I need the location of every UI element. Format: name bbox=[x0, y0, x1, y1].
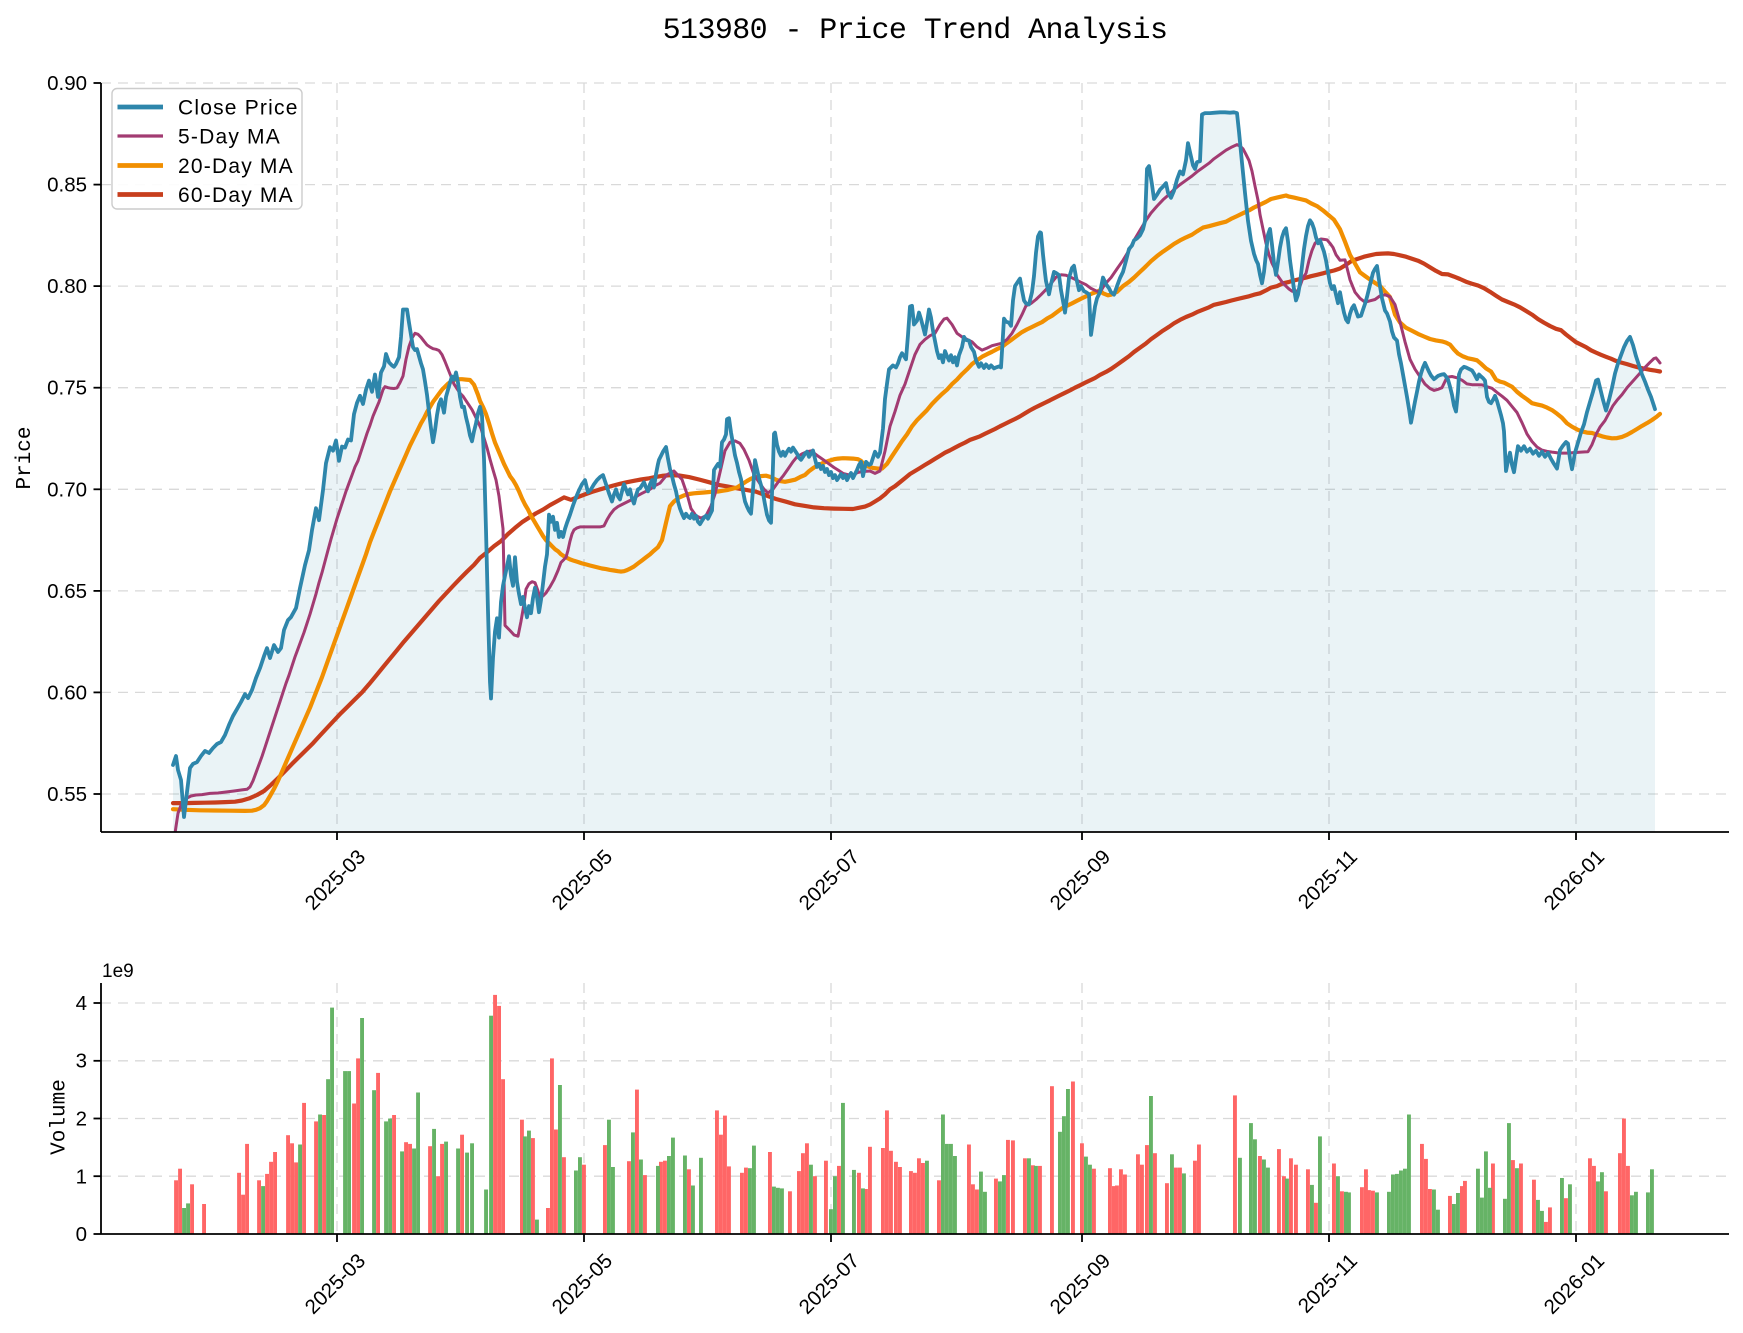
svg-text:0.55: 0.55 bbox=[47, 783, 87, 806]
svg-text:5-Day MA: 5-Day MA bbox=[178, 126, 281, 149]
svg-text:0.70: 0.70 bbox=[47, 478, 87, 501]
svg-text:1e9: 1e9 bbox=[102, 961, 134, 982]
svg-text:2: 2 bbox=[76, 1108, 87, 1131]
svg-text:0: 0 bbox=[76, 1223, 87, 1246]
svg-text:0.65: 0.65 bbox=[47, 580, 87, 603]
svg-text:4: 4 bbox=[76, 992, 87, 1015]
svg-text:Close Price: Close Price bbox=[178, 97, 299, 120]
svg-text:513980 - Price Trend Analysis: 513980 - Price Trend Analysis bbox=[663, 14, 1168, 48]
svg-text:20-Day MA: 20-Day MA bbox=[178, 155, 294, 178]
svg-text:0.80: 0.80 bbox=[47, 275, 87, 298]
svg-text:1: 1 bbox=[76, 1165, 87, 1188]
svg-text:0.60: 0.60 bbox=[47, 681, 87, 704]
svg-text:Volume: Volume bbox=[49, 1079, 72, 1155]
svg-text:3: 3 bbox=[76, 1050, 87, 1073]
svg-text:Price: Price bbox=[14, 426, 37, 489]
svg-text:0.90: 0.90 bbox=[47, 72, 87, 95]
svg-text:0.85: 0.85 bbox=[47, 174, 87, 197]
svg-text:0.75: 0.75 bbox=[47, 377, 87, 400]
svg-text:60-Day MA: 60-Day MA bbox=[178, 184, 294, 207]
